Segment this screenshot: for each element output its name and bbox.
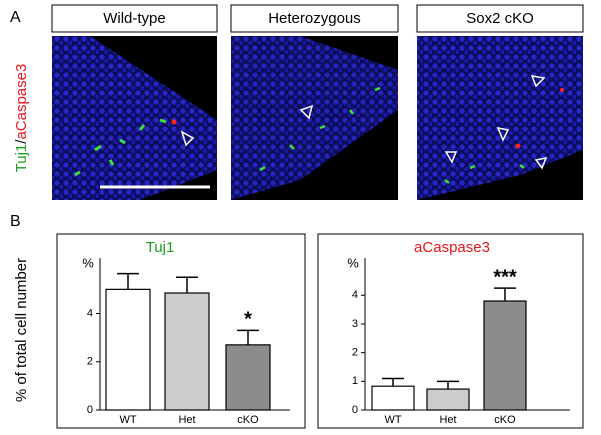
x-tick-label: Het xyxy=(178,414,195,426)
stain-red: aCaspase3 xyxy=(13,64,30,140)
unit-label: % xyxy=(347,255,359,270)
x-tick-label: Het xyxy=(439,414,456,426)
chart-frame xyxy=(56,233,306,429)
image-panel: Sox2 cKO xyxy=(416,4,584,200)
unit-label: % xyxy=(82,255,94,270)
bar xyxy=(225,344,271,411)
y-tick-label: 2 xyxy=(352,347,358,359)
chart-frame xyxy=(317,233,584,429)
bar xyxy=(105,288,151,411)
significance-label: *** xyxy=(493,266,517,288)
image-title: Wild-type xyxy=(103,10,166,27)
bar xyxy=(483,300,527,411)
y-tick-label: 4 xyxy=(352,289,358,301)
y-tick-label: 0 xyxy=(87,404,93,416)
chart-title: Tuj1 xyxy=(146,239,175,256)
y-axis-label: % of total cell number xyxy=(13,258,30,402)
stain-green: Tuj1 xyxy=(13,144,30,173)
image-title: Sox2 cKO xyxy=(466,10,534,27)
x-tick-label: WT xyxy=(384,414,401,426)
image-panel: Heterozygous xyxy=(230,4,399,200)
y-tick-label: 1 xyxy=(352,375,358,387)
bar xyxy=(371,385,415,411)
x-tick-label: cKO xyxy=(237,414,259,426)
significance-label: * xyxy=(244,309,252,331)
stain-label: Tuj1/aCaspase3 xyxy=(13,64,30,173)
bar xyxy=(164,292,210,411)
chart-title: aCaspase3 xyxy=(414,239,490,256)
x-tick-label: WT xyxy=(119,414,136,426)
panel-label: A xyxy=(10,9,21,26)
y-tick-label: 0 xyxy=(352,404,358,416)
y-tick-label: 3 xyxy=(352,318,358,330)
y-tick-label: 4 xyxy=(87,307,93,319)
y-tick-label: 2 xyxy=(87,356,93,368)
panel-label: B xyxy=(10,213,21,230)
bar xyxy=(426,388,470,411)
x-tick-label: cKO xyxy=(494,414,516,426)
stain-separator: / xyxy=(13,139,30,144)
image-panel: Wild-type xyxy=(51,4,218,200)
image-title: Heterozygous xyxy=(268,10,361,27)
